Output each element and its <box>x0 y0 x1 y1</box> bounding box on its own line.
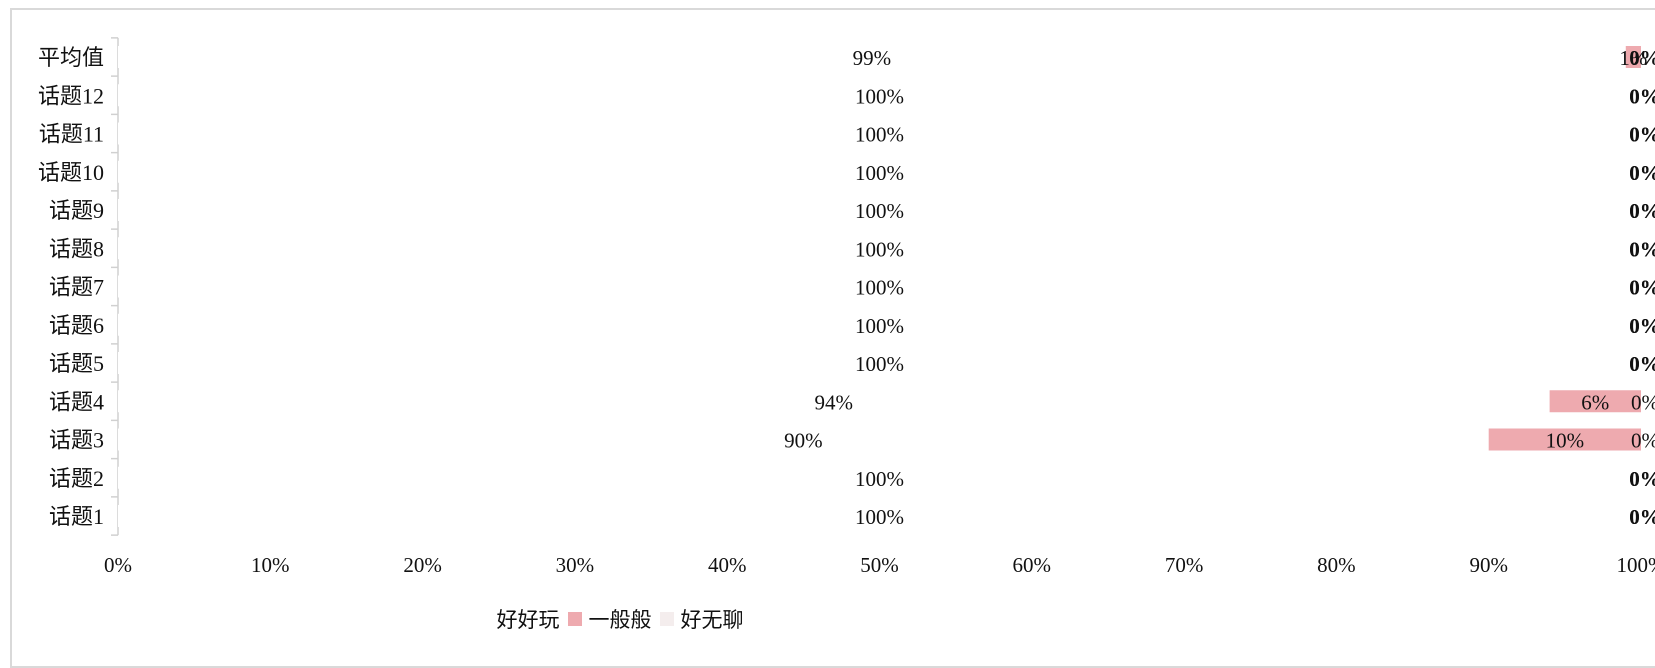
x-tick-label-2: 20% <box>403 553 442 577</box>
data-label-s1-c12: 100% <box>855 84 904 108</box>
data-label-s3-c12: 0% <box>1629 84 1655 108</box>
category-label-5: 话题5 <box>49 351 104 376</box>
data-label-s1-c13: 99% <box>853 46 892 70</box>
data-label-s3-c7: 0% <box>1629 276 1655 300</box>
legend-label-yibanban: 一般般 <box>589 604 652 634</box>
data-label-s3-c6: 0% <box>1629 314 1655 338</box>
category-label-11: 话题11 <box>39 122 104 147</box>
data-label-s1-c3: 90% <box>784 429 823 453</box>
data-label-s1-c10: 100% <box>855 161 904 185</box>
category-label-8: 话题8 <box>49 236 104 261</box>
data-label-s2-c4: 6% <box>1581 390 1609 414</box>
data-label-s3-c1: 0% <box>1629 505 1655 529</box>
data-label-s1-c9: 100% <box>855 199 904 223</box>
category-label-10: 话题10 <box>38 160 104 185</box>
x-tick-label-5: 50% <box>860 553 899 577</box>
data-label-s1-c5: 100% <box>855 352 904 376</box>
data-label-s3-c8: 0% <box>1629 237 1655 261</box>
data-label-s1-c2: 100% <box>855 467 904 491</box>
legend-swatch-haowuliao <box>660 612 674 626</box>
x-tick-label-9: 90% <box>1469 553 1508 577</box>
legend-item-haohaowan: 好好玩 <box>497 604 560 634</box>
data-label-s3-c5: 0% <box>1629 352 1655 376</box>
legend-label-haohaowan: 好好玩 <box>497 604 560 634</box>
category-label-6: 话题6 <box>49 313 104 338</box>
category-label-7: 话题7 <box>49 275 104 300</box>
x-tick-label-10: 100% <box>1617 553 1655 577</box>
data-label-s3-c3: 0% <box>1631 429 1655 453</box>
x-tick-label-6: 60% <box>1013 553 1052 577</box>
data-label-s3-c9: 0% <box>1629 199 1655 223</box>
data-label-s3-c2: 0% <box>1629 467 1655 491</box>
x-tick-label-1: 10% <box>251 553 290 577</box>
category-label-13: 平均值 <box>38 45 104 70</box>
data-label-s3-c11: 0% <box>1629 123 1655 147</box>
category-label-12: 话题12 <box>38 83 104 108</box>
data-label-s1-c6: 100% <box>855 314 904 338</box>
data-label-s3-c4: 0% <box>1631 390 1655 414</box>
x-tick-label-7: 70% <box>1165 553 1204 577</box>
data-label-s1-c7: 100% <box>855 276 904 300</box>
data-label-s1-c1: 100% <box>855 505 904 529</box>
data-label-s3-c10: 0% <box>1629 161 1655 185</box>
data-label-s3-c13: 0% <box>1629 46 1655 70</box>
x-tick-label-8: 80% <box>1317 553 1356 577</box>
x-tick-label-4: 40% <box>708 553 747 577</box>
data-label-s1-c8: 100% <box>855 237 904 261</box>
category-label-2: 话题2 <box>49 466 104 491</box>
x-tick-label-0: 0% <box>104 553 132 577</box>
stacked-bar-chart: 话题1 话题2 话题3 话题4 话题5 话题6 话题7 话题8 话题9 话题10 话题11 话题12 平… <box>0 0 1655 653</box>
legend-item-haowuliao: 好无聊 <box>660 604 744 634</box>
data-label-s2-c3: 10% <box>1546 429 1585 453</box>
category-label-4: 话题4 <box>49 389 104 414</box>
legend-item-yibanban: 一般般 <box>568 604 652 634</box>
category-label-9: 话题9 <box>49 198 104 223</box>
category-label-1: 话题1 <box>49 504 104 529</box>
data-label-s1-c4: 94% <box>815 390 854 414</box>
x-tick-label-3: 30% <box>556 553 595 577</box>
legend: 好好玩 一般般 好无聊 <box>0 604 1240 634</box>
category-label-3: 话题3 <box>49 428 104 453</box>
legend-label-haowuliao: 好无聊 <box>681 604 744 634</box>
legend-swatch-yibanban <box>568 612 582 626</box>
data-label-s1-c11: 100% <box>855 123 904 147</box>
